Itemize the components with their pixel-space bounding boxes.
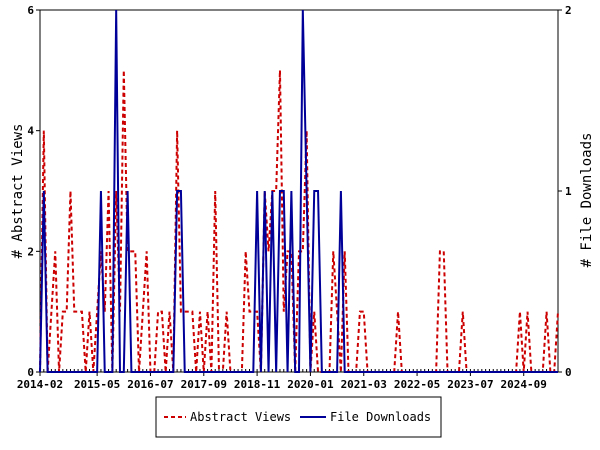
y-left-tick-label: 4 [27,125,34,138]
y-axis-title-left: # Abstract Views [10,124,26,259]
y-right-tick-label: 1 [565,185,572,198]
x-tick-label: 2023-07 [447,378,493,391]
y-left-tick-label: 0 [27,366,34,379]
x-tick-label: 2021-03 [341,378,387,391]
legend: Abstract Views File Downloads [155,396,442,438]
x-tick-label: 2017-09 [181,378,227,391]
series-line-file-downloads [39,9,558,373]
y-left-tick-label: 2 [27,245,34,258]
x-tick-label: 2016-07 [127,378,173,391]
labels-layer: 0 2 4 6 0 1 2 2014-02 2015-05 2016-07 2017-09 2018-… [17,4,572,391]
legend-label-abstract-views: Abstract Views [190,410,291,424]
x-tick-label: 2020-01 [287,378,334,391]
legend-label-file-downloads: File Downloads [330,410,431,424]
series-line-abstract-views [39,70,559,373]
x-tick-label: 2024-09 [501,378,547,391]
x-tick-label: 2015-05 [74,378,120,391]
legend-box [155,396,442,438]
series-layer [39,9,559,373]
y-axis-title-right: # File Downloads [579,133,595,268]
x-tick-label: 2014-02 [17,378,63,391]
y-right-tick-label: 2 [565,4,572,17]
y-right-tick-label: 0 [565,366,572,379]
x-tick-label: 2022-05 [394,378,440,391]
y-left-tick-label: 6 [27,4,34,17]
x-tick-label: 2018-11 [234,378,281,391]
